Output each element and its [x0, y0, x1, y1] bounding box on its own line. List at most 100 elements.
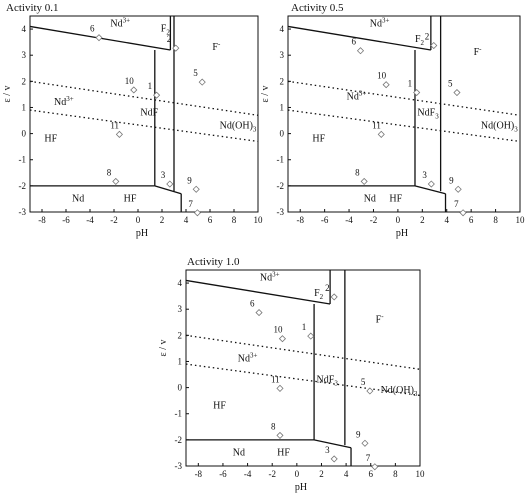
x-tick-label: 6 [368, 469, 373, 479]
x-tick-label: 10 [416, 469, 426, 479]
line-number-label: 5 [361, 377, 366, 387]
water-stability-line [185, 334, 421, 370]
region-label: Nd3+ [347, 90, 367, 103]
line-marker [153, 91, 161, 99]
plot-frame [185, 269, 421, 467]
line-number-label: 9 [449, 175, 454, 185]
region-label: Nd3+ [238, 351, 258, 364]
x-tick-label: -8 [38, 215, 46, 225]
chart-panel-2: Activity 0.5 -8 -6 -4 -2 0 2 4 6 8 10 -3 -2 -1 0 1 2 3 4 pH… [260, 2, 525, 239]
line-number-label: 6 [351, 37, 356, 47]
y-tick-label: -1 [175, 409, 183, 419]
region-label: HF [277, 448, 290, 459]
x-axis-label: pH [136, 228, 148, 239]
line-number-label: 2 [167, 34, 172, 44]
line-marker [453, 88, 461, 97]
line-marker [454, 185, 462, 193]
line-number-label: 5 [448, 79, 453, 89]
y-tick-label: 0 [280, 129, 285, 139]
line-marker [360, 177, 368, 185]
line-number-label: 8 [355, 167, 360, 177]
line-marker [115, 130, 123, 138]
y-tick-label: -1 [277, 155, 285, 165]
x-axis-label: pH [295, 482, 307, 493]
region-label: F- [376, 312, 385, 325]
line-marker [330, 455, 338, 463]
region-label: Nd3+ [260, 270, 280, 283]
x-tick-label: -2 [268, 469, 276, 479]
y-tick-label: -1 [19, 155, 27, 165]
region-label: HF [389, 194, 402, 205]
line-number-label: 6 [250, 299, 255, 309]
line-number-label: 10 [377, 71, 387, 81]
line-number-label: 8 [271, 421, 276, 431]
region-label: NdF [140, 107, 158, 118]
x-tick-label: -6 [62, 215, 70, 225]
line-number-label: 10 [125, 76, 135, 86]
region-label: Nd3+ [110, 16, 130, 29]
line-number-label: 3 [325, 445, 330, 455]
region-label: F2 [415, 34, 425, 47]
line-marker [278, 335, 287, 343]
y-axis-label: ε / v [2, 86, 13, 103]
line-number-label: 11 [271, 374, 280, 384]
y-tick-label: -2 [175, 435, 183, 445]
region-label: F- [212, 40, 221, 53]
x-tick-label: 2 [160, 215, 165, 225]
x-tick-label: 2 [319, 469, 324, 479]
region-label: Nd3+ [370, 16, 390, 29]
line-number-label: 9 [187, 175, 192, 185]
region-label: Nd3+ [54, 95, 74, 108]
line-number-label: 11 [110, 120, 119, 130]
line-marker [192, 185, 200, 193]
line-marker [382, 81, 390, 89]
y-tick-label: 3 [280, 50, 285, 60]
line-marker [356, 47, 365, 55]
line-number-label: 3 [161, 170, 166, 180]
line-number-label: 2 [425, 32, 430, 42]
y-tick-label: 1 [280, 102, 285, 112]
y-tick-label: 2 [178, 330, 183, 340]
line-number-label: 11 [372, 120, 381, 130]
line-number-label: 7 [188, 199, 193, 209]
region-label: Nd [233, 448, 245, 459]
line-marker [430, 41, 438, 50]
y-tick-label: 1 [22, 102, 27, 112]
x-tick-label: 0 [295, 469, 300, 479]
region-label: HF [44, 133, 57, 144]
phase-boundary [185, 279, 331, 305]
y-tick-label: 2 [280, 76, 285, 86]
line-number-label: 7 [366, 453, 371, 463]
region-label: Nd(OH)3 [220, 120, 257, 133]
x-axis-label: pH [396, 228, 408, 239]
line-marker [459, 209, 467, 217]
x-tick-label: 6 [469, 215, 474, 225]
x-tick-label: 2 [420, 215, 425, 225]
line-number-label: 1 [148, 81, 153, 91]
y-tick-label: -2 [277, 181, 285, 191]
line-marker [427, 180, 435, 188]
x-tick-label: 4 [444, 215, 449, 225]
x-tick-label: -8 [296, 215, 304, 225]
line-marker [166, 180, 174, 188]
y-tick-label: 3 [178, 304, 183, 314]
region-label: F2 [314, 288, 324, 301]
x-tick-label: 4 [184, 215, 189, 225]
line-number-label: 6 [90, 24, 95, 34]
phase-boundary [154, 185, 182, 195]
x-tick-label: 8 [393, 469, 398, 479]
x-tick-label: -4 [244, 469, 252, 479]
y-tick-label: 2 [22, 76, 27, 86]
x-tick-label: 8 [232, 215, 237, 225]
line-number-label: 9 [356, 429, 361, 439]
region-label: HF [312, 133, 325, 144]
chart-title: Activity 0.1 [6, 2, 59, 14]
phase-boundary [414, 185, 446, 195]
x-tick-label: -6 [219, 469, 227, 479]
line-marker [413, 88, 421, 97]
region-label: NdF3 [317, 374, 339, 387]
chart-title: Activity 1.0 [187, 256, 240, 268]
y-tick-label: -3 [277, 207, 285, 217]
region-label: HF [124, 194, 137, 205]
